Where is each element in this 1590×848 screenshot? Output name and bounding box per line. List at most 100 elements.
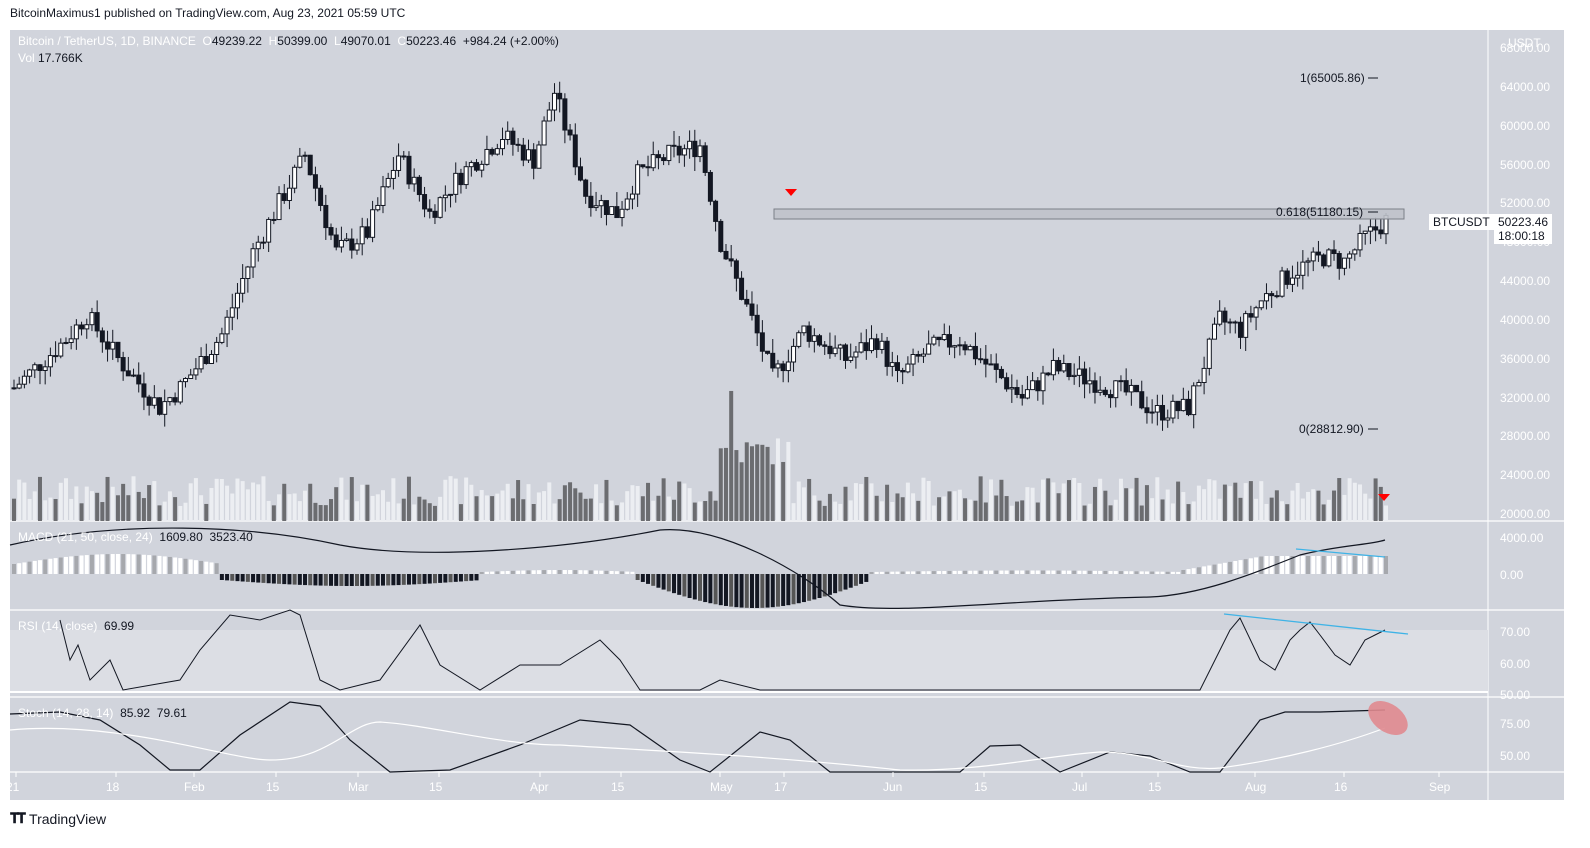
candle-body	[1061, 363, 1067, 372]
macd-histogram-bar	[734, 574, 739, 608]
tradingview-logo-icon[interactable]: 𝐓𝐓	[10, 810, 26, 826]
candle-body	[214, 341, 220, 355]
symbol-title: Bitcoin / TetherUS, 1D, BINANCE	[18, 34, 196, 48]
macd-histogram-bar	[620, 571, 625, 574]
footer-brand[interactable]: TradingView	[29, 810, 107, 827]
volume-bar	[126, 495, 131, 521]
candle-body	[676, 145, 682, 156]
macd-value-2: 3523.40	[209, 530, 253, 544]
candle-body	[1326, 249, 1332, 267]
candle-body	[120, 357, 126, 372]
volume-bar	[692, 502, 697, 521]
fib-level-0[interactable]: 0(28812.90)	[1299, 422, 1364, 436]
candle-body	[541, 120, 547, 146]
macd-histogram-bar	[1098, 570, 1103, 574]
volume-bar	[448, 476, 453, 521]
candle-body	[1014, 387, 1020, 395]
macd-histogram-bar	[646, 574, 651, 584]
macd-histogram-bar	[37, 560, 42, 574]
volume-bar	[136, 491, 141, 521]
macd-histogram-bar	[568, 570, 573, 574]
macd-histogram-bar	[744, 574, 749, 608]
candle-body	[884, 340, 890, 367]
volume-bar	[339, 477, 344, 521]
volume-bar	[640, 496, 645, 521]
volume-bar	[375, 494, 380, 521]
macd-histogram-bar	[443, 574, 448, 583]
candle-body	[32, 364, 38, 371]
volume-bar	[1202, 489, 1207, 521]
macd-histogram-bar	[973, 570, 978, 574]
candle-body	[1004, 377, 1010, 390]
volume-bar	[69, 498, 74, 521]
volume-bar	[557, 499, 562, 521]
rsi-band	[10, 630, 1488, 693]
macd-histogram-bar	[765, 574, 770, 608]
candle-body	[401, 155, 407, 158]
macd-histogram-bar	[1051, 570, 1056, 574]
candle-body	[344, 238, 350, 241]
candle-body	[354, 243, 360, 251]
macd-histogram-bar	[27, 561, 32, 574]
macd-histogram-bar	[801, 574, 806, 603]
macd-histogram-bar	[931, 571, 936, 574]
macd-histogram-bar	[552, 570, 557, 574]
volume-bar	[245, 489, 250, 521]
volume-bar	[349, 477, 354, 521]
macd-histogram-bar	[412, 574, 417, 585]
candle-body	[463, 166, 469, 186]
macd-histogram-bar	[640, 574, 645, 582]
macd-histogram-bar	[484, 571, 489, 574]
macd-histogram-bar	[926, 571, 931, 574]
candle-body	[47, 355, 53, 368]
candle-body	[536, 144, 542, 169]
candle-body	[920, 353, 926, 357]
macd-histogram-bar	[188, 559, 193, 574]
volume-bar	[666, 496, 671, 521]
volume-bar	[630, 485, 635, 521]
price-tick-label: 36000.00	[1500, 351, 1551, 366]
macd-histogram-bar	[1306, 556, 1311, 574]
candle-body	[869, 338, 874, 352]
macd-histogram-bar	[1004, 570, 1009, 574]
candle-body	[94, 312, 100, 332]
open-value: 49239.22	[211, 34, 262, 48]
time-tick-label: 15	[429, 780, 443, 794]
volume-bar	[1118, 478, 1123, 521]
macd-histogram-bar	[578, 570, 583, 574]
volume-bar	[1051, 482, 1056, 521]
volume-bar	[817, 500, 822, 521]
volume-label: Vol	[18, 51, 35, 65]
macd-histogram-bar	[1009, 570, 1014, 574]
candle-body	[796, 332, 802, 347]
volume-bar	[251, 482, 256, 521]
volume-bar	[17, 479, 22, 521]
candle-body	[53, 355, 59, 358]
candle-body	[89, 312, 95, 326]
candle-body	[588, 195, 594, 209]
price-tick-label: 60000.00	[1500, 118, 1551, 133]
candle-body	[437, 197, 443, 218]
macd-histogram-bar	[1118, 571, 1123, 574]
volume-bar	[1160, 499, 1165, 521]
fib-level-1[interactable]: 1(65005.86)	[1300, 71, 1365, 85]
volume-bar	[661, 478, 666, 521]
macd-histogram-bar	[63, 556, 68, 574]
price-tick-label: 32000.00	[1500, 390, 1551, 405]
fib-level-0618[interactable]: 0.618(51180.15)	[1276, 205, 1364, 219]
candle-body	[1373, 226, 1379, 231]
candle-body	[427, 208, 433, 212]
candle-body	[1102, 389, 1108, 396]
volume-bar	[973, 500, 978, 521]
macd-histogram-bar	[791, 574, 796, 605]
macd-label: MACD (21, 50, close, 24)	[18, 530, 153, 544]
macd-histogram-bar	[656, 574, 661, 588]
macd-histogram-bar	[1181, 570, 1186, 574]
volume-bar	[578, 492, 583, 521]
volume-bar	[204, 503, 209, 521]
volume-bar	[526, 484, 531, 521]
macd-histogram-bar	[1264, 556, 1269, 574]
macd-histogram-bar	[807, 574, 812, 601]
candle-body	[739, 277, 745, 300]
